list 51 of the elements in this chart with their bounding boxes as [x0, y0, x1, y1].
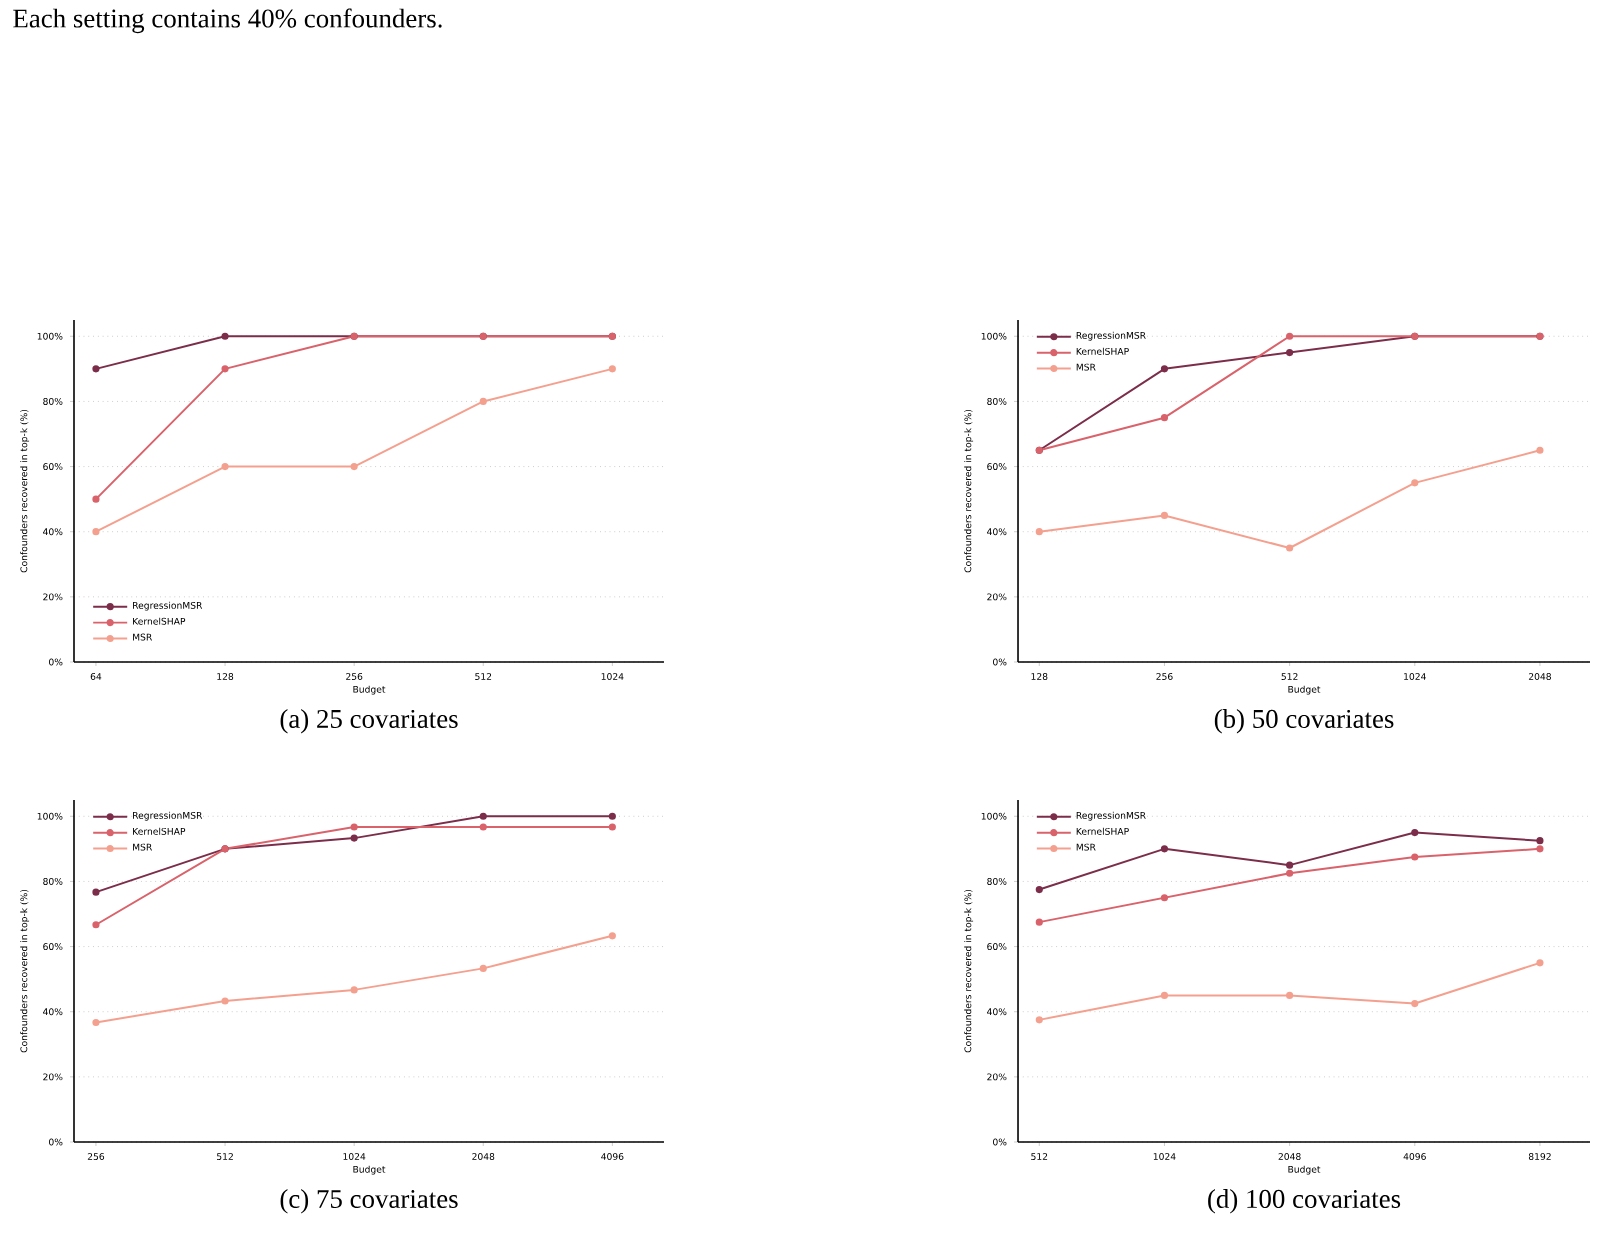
point: [1160, 845, 1169, 853]
point: [608, 812, 616, 820]
point: [221, 462, 229, 471]
point: [221, 365, 229, 373]
point: [608, 823, 616, 831]
point: [608, 365, 616, 373]
point: [221, 332, 229, 340]
point: [479, 964, 487, 972]
point: [1411, 828, 1419, 837]
point: [479, 823, 487, 831]
point: [1286, 861, 1294, 869]
point: [1286, 991, 1294, 1000]
point: [1160, 511, 1169, 520]
text: (a) 25 covariates: [280, 709, 458, 734]
point: [608, 932, 616, 940]
point: [92, 1018, 100, 1027]
point: [1411, 853, 1419, 861]
point: [350, 823, 358, 831]
point: [221, 997, 229, 1005]
point: [479, 812, 487, 820]
point: [92, 888, 100, 896]
point: [92, 365, 100, 373]
point: [1286, 869, 1294, 877]
point: [92, 495, 100, 503]
text: (b) 50 covariates: [1214, 709, 1394, 734]
point: [1035, 885, 1043, 894]
point: [350, 462, 358, 471]
text: (d) 100 covariates: [1208, 1189, 1401, 1214]
point: [1536, 959, 1544, 967]
point: [1286, 544, 1294, 552]
point: [1160, 365, 1169, 373]
point: [1160, 991, 1169, 1000]
point: [479, 397, 487, 406]
point: [1411, 999, 1419, 1008]
point: [92, 921, 100, 929]
point: [350, 986, 358, 994]
point: [1411, 479, 1419, 487]
point: [1536, 837, 1544, 845]
point: [1035, 528, 1043, 536]
point: [1536, 845, 1544, 853]
text: Each setting contains 40% confounders.: [13, 8, 442, 34]
text: (c) 75 covariates: [280, 1189, 458, 1214]
point: [1035, 1016, 1043, 1024]
point: [1160, 414, 1169, 422]
point: [1536, 446, 1544, 454]
point: [1286, 332, 1294, 340]
point: [1286, 348, 1294, 357]
point: [350, 834, 358, 842]
point: [92, 528, 100, 536]
point: [1160, 894, 1169, 902]
point: [1035, 918, 1043, 926]
